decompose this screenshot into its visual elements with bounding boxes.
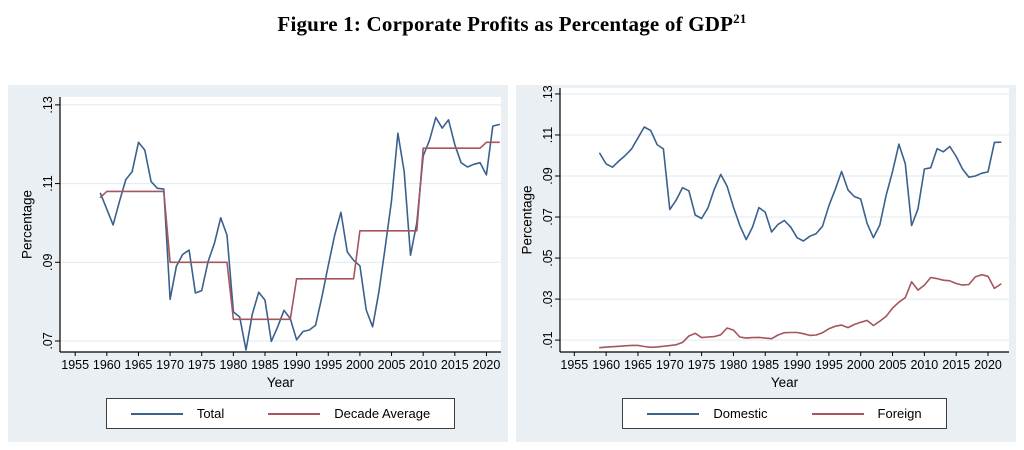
domestic-line xyxy=(599,126,1002,242)
x-tick-label: 1990 xyxy=(283,358,311,372)
x-tick-label: 1990 xyxy=(783,358,811,372)
legend-container: Total Decade Average xyxy=(60,398,501,429)
x-tick-label: 1955 xyxy=(61,358,89,372)
y-tick-label: .07 xyxy=(41,332,55,349)
x-tick-label: 2010 xyxy=(910,358,938,372)
legend-label: Foreign xyxy=(877,406,922,421)
legend-line-sample xyxy=(130,412,183,415)
legend-item-foreign: Foreign xyxy=(811,406,922,421)
x-tick-label: 2005 xyxy=(879,358,907,372)
x-tick-label: 1980 xyxy=(219,358,247,372)
legend-line-sample xyxy=(268,412,321,415)
x-axis-label: Year xyxy=(267,375,295,390)
x-tick-label: 1980 xyxy=(720,358,748,372)
legend: Total Decade Average xyxy=(105,398,456,429)
y-tick-label: .05 xyxy=(541,249,555,266)
x-axis-label: Year xyxy=(771,375,799,390)
legend-item-total: Total xyxy=(130,406,225,421)
y-tick-label: .09 xyxy=(41,254,55,271)
total-profits-chart-panel: .07.09.11.13 1955 1960 1965 1970 1975 1980 1985… xyxy=(8,85,508,442)
x-tick-label: 1970 xyxy=(656,358,684,372)
figure-title-superscript: 21 xyxy=(733,11,747,26)
x-tick-label: 2000 xyxy=(847,358,875,372)
x-tick-label: 2020 xyxy=(473,358,501,372)
legend-item-domestic: Domestic xyxy=(647,406,768,421)
legend-label: Domestic xyxy=(713,406,768,421)
legend: Domestic Foreign xyxy=(622,398,947,429)
x-tick-label: 1965 xyxy=(125,358,153,372)
legend-line-sample xyxy=(811,412,864,415)
y-tick-label: .07 xyxy=(541,208,555,225)
x-tick-label: 2005 xyxy=(378,358,406,372)
figure-title-text: Figure 1: Corporate Profits as Percentag… xyxy=(277,12,734,36)
x-tick-label: 2000 xyxy=(346,358,374,372)
x-tick-label: 1975 xyxy=(188,358,216,372)
x-tick-label: 1985 xyxy=(251,358,279,372)
y-tick-label: .11 xyxy=(41,175,55,191)
x-tick-label: 1975 xyxy=(688,358,716,372)
total-line xyxy=(99,116,500,351)
domestic-foreign-chart-panel: .01 .03 .05 .07 .09 .11 .13 1955 1960 1965 1970 197… xyxy=(516,85,1016,442)
x-tick-label: 2015 xyxy=(441,358,469,372)
x-tick-label: 1970 xyxy=(156,358,184,372)
decade-average-line xyxy=(99,141,500,321)
y-tick-label: .01 xyxy=(541,331,555,348)
x-tick-label: 1985 xyxy=(751,358,779,372)
foreign-line xyxy=(599,273,1002,349)
x-tick-label: 1955 xyxy=(560,358,588,372)
figure-title: Figure 1: Corporate Profits as Percentag… xyxy=(0,11,1024,37)
x-tick-label: 2020 xyxy=(974,358,1002,372)
legend-container: Domestic Foreign xyxy=(560,398,1009,429)
x-tick-label: 1995 xyxy=(815,358,843,372)
y-tick-label: .03 xyxy=(541,290,555,307)
legend-item-decade-average: Decade Average xyxy=(268,407,430,420)
x-tick-label: 2015 xyxy=(942,358,970,372)
plot-area xyxy=(60,97,501,352)
legend-line-sample xyxy=(647,412,700,415)
x-tick-label: 1960 xyxy=(93,358,121,372)
x-tick-label: 1960 xyxy=(592,358,620,372)
y-axis-label: Percentage xyxy=(20,190,35,259)
y-tick-label: .09 xyxy=(541,167,555,184)
legend-label: Decade Average xyxy=(334,406,431,421)
chart-canvas: .01 .03 .05 .07 .09 .11 .13 1955 1960 1965 1970 197… xyxy=(520,85,1009,390)
y-tick-label: .11 xyxy=(541,127,555,143)
y-axis-label: Percentage xyxy=(520,185,535,254)
y-tick-label: .13 xyxy=(41,96,55,113)
x-tick-label: 1965 xyxy=(624,358,652,372)
y-tick-label: .13 xyxy=(541,85,555,102)
x-tick-label: 1995 xyxy=(314,358,342,372)
legend-label: Total xyxy=(196,406,225,421)
x-tick-label: 2010 xyxy=(409,358,437,372)
